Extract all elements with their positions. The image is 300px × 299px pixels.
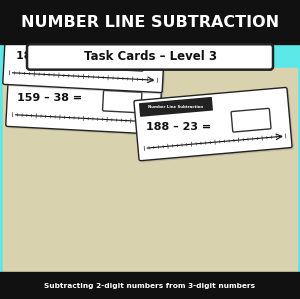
Text: NUMBER LINE SUBTRACTION: NUMBER LINE SUBTRACTION (21, 15, 279, 30)
Text: Subtracting 2-digit numbers from 3-digit numbers: Subtracting 2-digit numbers from 3-digit… (44, 283, 256, 289)
Text: Number Line Subtraction: Number Line Subtraction (22, 76, 77, 80)
Text: Number Line Subtraction: Number Line Subtraction (148, 105, 203, 109)
FancyBboxPatch shape (108, 1, 270, 67)
FancyBboxPatch shape (6, 66, 162, 134)
FancyBboxPatch shape (208, 22, 249, 43)
FancyBboxPatch shape (139, 97, 213, 117)
Text: 189 – 35 =: 189 – 35 = (16, 51, 81, 61)
FancyBboxPatch shape (110, 3, 272, 69)
FancyBboxPatch shape (10, 27, 86, 45)
Text: 154: 154 (114, 55, 133, 64)
Text: Number Line Subtraction: Number Line Subtraction (124, 13, 179, 17)
FancyBboxPatch shape (231, 108, 271, 132)
Bar (0, 0, 300, 44)
FancyBboxPatch shape (134, 88, 292, 161)
FancyBboxPatch shape (136, 89, 294, 162)
Text: 199 – 24 =: 199 – 24 = (120, 30, 186, 41)
Bar (3, 68, 297, 271)
FancyBboxPatch shape (27, 44, 273, 70)
FancyBboxPatch shape (13, 69, 87, 87)
FancyBboxPatch shape (8, 68, 164, 136)
Text: Task Cards – Level 3: Task Cards – Level 3 (83, 51, 217, 63)
Text: 188 – 23 =: 188 – 23 = (146, 122, 211, 132)
Text: Number Line Subtraction: Number Line Subtraction (21, 34, 76, 38)
FancyBboxPatch shape (103, 90, 142, 113)
FancyBboxPatch shape (113, 7, 190, 23)
Bar (0, 272, 300, 299)
FancyBboxPatch shape (3, 24, 165, 92)
FancyBboxPatch shape (4, 26, 167, 94)
FancyBboxPatch shape (103, 48, 144, 71)
Text: 159 – 38 =: 159 – 38 = (17, 93, 82, 103)
